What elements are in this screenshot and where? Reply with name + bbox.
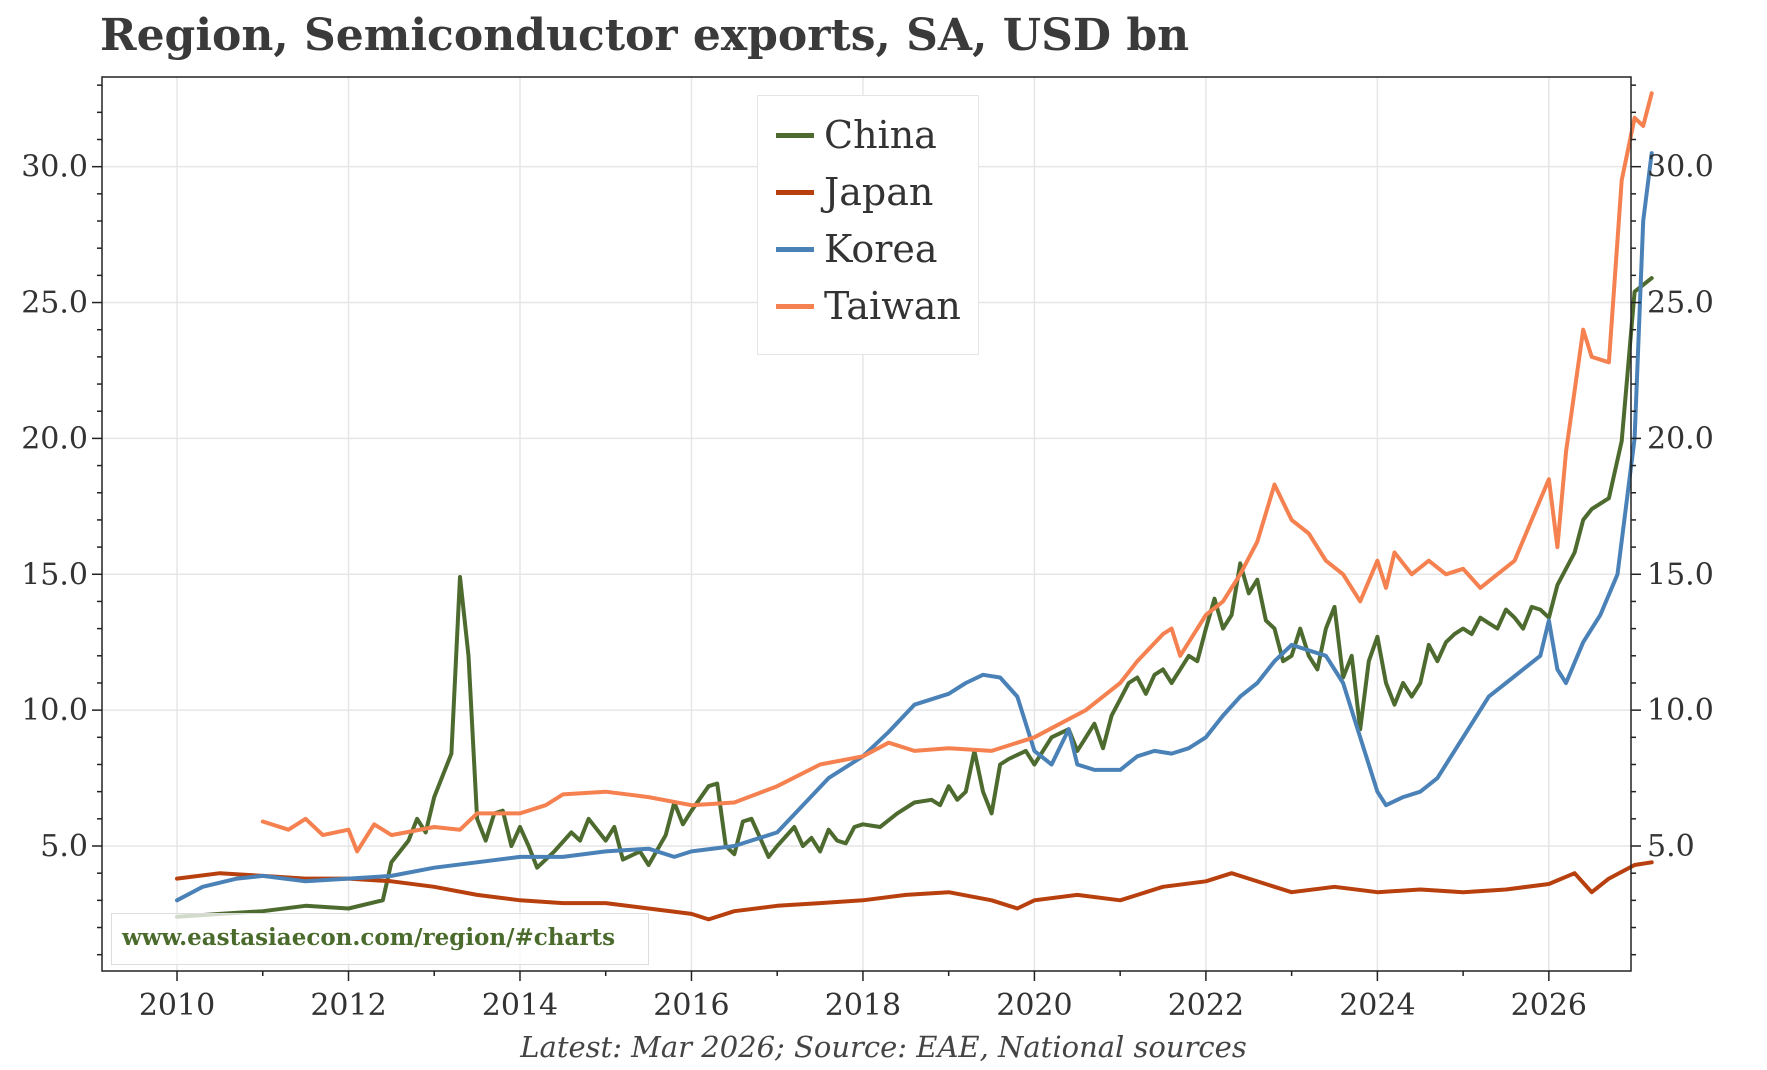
legend-label-korea: Korea — [824, 227, 938, 271]
y-tick-label-right: 5.0 — [1647, 829, 1695, 864]
axis-ticks: 2010 2012 2014 2016 2018 2020 2022 2024 2026 5.0 5… — [21, 84, 1714, 1023]
y-tick-label-left: 30.0 — [21, 150, 88, 185]
series-line-taiwan — [260, 91, 1654, 854]
legend-swatch-korea — [776, 246, 814, 252]
watermark-box: www.eastasiaecon.com/region/#charts — [111, 913, 649, 965]
y-tick-label-left: 20.0 — [21, 421, 88, 456]
chart-title: Region, Semiconductor exports, SA, USD b… — [100, 10, 1190, 61]
y-tick-label-right: 25.0 — [1647, 286, 1714, 321]
x-tick-label: 2014 — [482, 988, 558, 1023]
y-tick-label-left: 5.0 — [40, 829, 88, 864]
y-tick-label-right: 30.0 — [1647, 150, 1714, 185]
x-tick-label: 2018 — [825, 988, 901, 1023]
legend-item-korea: Korea — [776, 224, 938, 274]
legend-swatch-china — [776, 132, 814, 138]
y-tick-label-right: 10.0 — [1647, 693, 1714, 728]
plot-frame — [101, 76, 1632, 972]
y-tick-label-right: 20.0 — [1647, 421, 1714, 456]
x-tick-label: 2022 — [1168, 988, 1244, 1023]
y-tick-label-left: 15.0 — [21, 557, 88, 592]
watermark-link[interactable]: www.eastasiaecon.com/region/#charts — [122, 924, 616, 951]
x-tick-label: 2010 — [139, 988, 215, 1023]
footnote: Latest: Mar 2026; Source: EAE, National … — [520, 1030, 1247, 1064]
y-tick-label-left: 25.0 — [21, 286, 88, 321]
legend-swatch-taiwan — [776, 303, 814, 309]
series-lines — [175, 91, 1654, 922]
legend-label-taiwan: Taiwan — [824, 284, 961, 328]
legend-item-china: China — [776, 110, 937, 160]
chart-plot: 2010 2012 2014 2016 2018 2020 2022 2024 2026 5.0 5… — [21, 76, 1714, 1023]
x-tick-label: 2012 — [310, 988, 386, 1023]
x-tick-label: 2026 — [1511, 988, 1587, 1023]
series-line-japan — [175, 860, 1654, 922]
legend-label-china: China — [824, 113, 937, 157]
legend-swatch-japan — [776, 189, 814, 195]
legend: China Japan Korea Taiwan — [757, 95, 979, 355]
y-tick-label-right: 15.0 — [1647, 557, 1714, 592]
x-tick-label: 2016 — [653, 988, 729, 1023]
series-line-korea — [175, 151, 1654, 903]
series-line-china — [175, 276, 1654, 919]
legend-label-japan: Japan — [824, 170, 934, 214]
legend-item-japan: Japan — [776, 167, 933, 217]
x-tick-label: 2020 — [996, 988, 1072, 1023]
x-tick-label: 2024 — [1339, 988, 1415, 1023]
y-tick-label-left: 10.0 — [21, 693, 88, 728]
legend-item-taiwan: Taiwan — [776, 281, 961, 331]
